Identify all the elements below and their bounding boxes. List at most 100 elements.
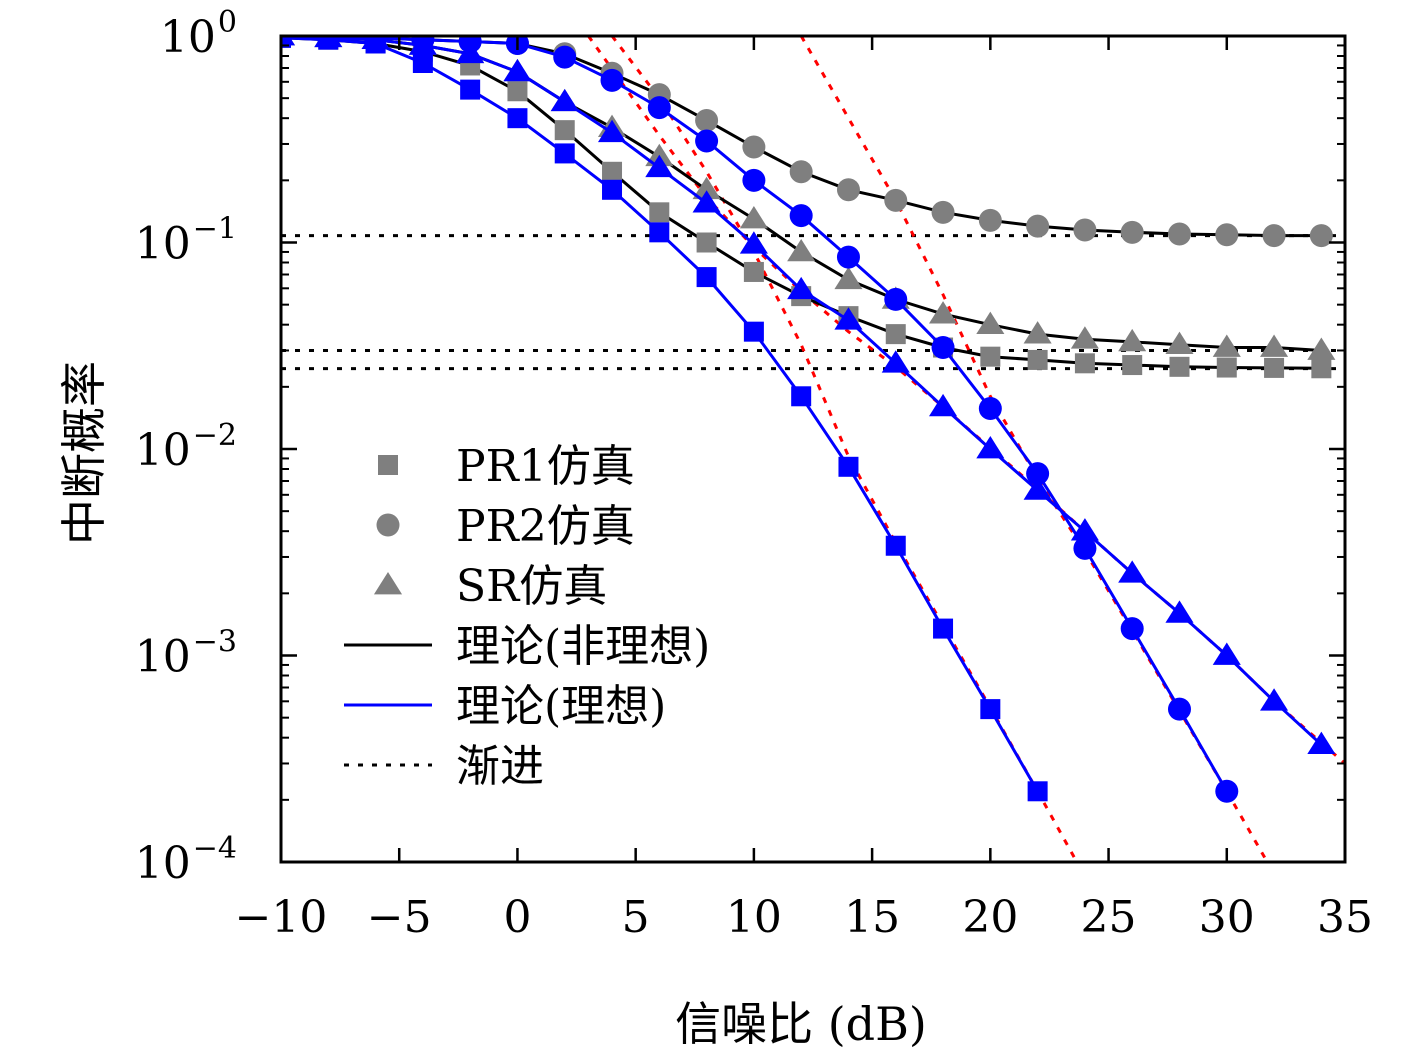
data-point <box>743 321 764 342</box>
data-point <box>1216 357 1237 378</box>
data-point <box>1073 536 1097 560</box>
y-tick-label: 10−4 <box>135 831 237 889</box>
x-tick-label: 30 <box>1199 892 1255 943</box>
data-point <box>1023 477 1052 500</box>
data-point <box>742 135 766 159</box>
legend-marker <box>373 572 403 595</box>
data-point <box>1309 224 1333 248</box>
data-point <box>600 68 624 92</box>
x-axis-label: 信噪比 (dB) <box>675 997 927 1051</box>
legend-entry: SR仿真 <box>373 561 607 612</box>
data-point <box>1120 220 1144 244</box>
x-tick-label: 5 <box>622 892 650 943</box>
data-point <box>978 397 1002 421</box>
data-point <box>791 386 812 407</box>
data-point <box>976 436 1005 459</box>
data-point <box>978 208 1002 232</box>
data-point <box>787 238 816 262</box>
data-point <box>742 168 766 192</box>
x-tick-label: −10 <box>235 892 328 943</box>
data-point <box>696 267 717 288</box>
data-point <box>884 188 908 212</box>
data-point <box>1311 358 1332 379</box>
data-point <box>550 88 579 112</box>
markers-ideal-pr2 <box>281 36 1239 803</box>
series-non-ideal-sr <box>281 36 1336 360</box>
data-point <box>836 178 860 202</box>
y-tick-exponent: 0 <box>218 5 237 40</box>
data-point <box>787 276 816 300</box>
data-point <box>507 108 528 129</box>
data-point <box>1074 353 1095 374</box>
data-point <box>695 129 719 153</box>
data-point <box>1212 642 1241 665</box>
data-point <box>836 245 860 269</box>
data-point <box>980 346 1001 367</box>
data-point <box>412 53 433 74</box>
data-point <box>692 190 721 213</box>
plot-area <box>281 36 1345 862</box>
data-point <box>503 58 532 82</box>
x-tick-label: 20 <box>962 892 1018 943</box>
data-point <box>1026 462 1050 486</box>
legend-label: PR2仿真 <box>456 501 635 552</box>
y-tick-label: 10−1 <box>135 212 237 270</box>
data-point <box>456 40 485 64</box>
legend-label: 理论(非理想) <box>456 621 710 672</box>
legend-label: SR仿真 <box>456 561 607 612</box>
legend-label: PR1仿真 <box>456 441 635 492</box>
markers-ideal-sr <box>281 36 1336 755</box>
data-point <box>696 232 717 253</box>
data-point <box>1260 334 1289 357</box>
data-point <box>931 200 955 224</box>
y-tick-label: 10−2 <box>135 418 237 476</box>
data-point <box>1122 355 1143 376</box>
legend-label: 理论(理想) <box>456 681 666 732</box>
data-point <box>1027 781 1048 802</box>
data-point <box>1167 697 1191 721</box>
data-point <box>1026 214 1050 238</box>
data-point <box>314 36 343 48</box>
data-point <box>361 36 390 50</box>
y-tick-exponent: −3 <box>193 625 237 660</box>
data-point <box>1307 337 1336 360</box>
legend-marker <box>378 455 398 475</box>
data-point <box>1023 321 1052 344</box>
data-point <box>980 699 1001 720</box>
data-point <box>739 205 768 229</box>
data-point <box>645 154 674 178</box>
x-tick-label: −5 <box>367 892 432 943</box>
data-point <box>647 96 671 120</box>
legend-marker <box>376 513 400 537</box>
legend-entry: 理论(理想) <box>344 681 666 732</box>
data-point <box>1215 779 1239 803</box>
legend-entry: PR2仿真 <box>376 501 635 552</box>
high-snr-asymptote-pr2 <box>799 36 1269 862</box>
data-point <box>1073 218 1097 242</box>
data-point <box>838 456 859 477</box>
data-point <box>1165 331 1194 355</box>
x-tick-label: 15 <box>844 892 900 943</box>
plot-frame <box>279 34 1347 864</box>
data-point <box>976 311 1005 335</box>
series-ideal-pr2 <box>281 36 1239 803</box>
data-point <box>1070 518 1099 541</box>
theory-line-non-ideal-pr1 <box>281 36 1322 370</box>
data-point <box>789 204 813 228</box>
data-point <box>743 261 764 282</box>
data-point <box>507 81 528 102</box>
data-point <box>1118 560 1147 583</box>
data-point <box>1262 224 1286 248</box>
data-point <box>929 393 958 417</box>
data-point <box>1165 600 1194 623</box>
markers-non-ideal-pr1 <box>281 36 1332 379</box>
markers-non-ideal-sr <box>281 36 1336 360</box>
data-point <box>881 350 910 373</box>
data-point <box>553 45 577 69</box>
y-tick-exponent: −2 <box>193 418 237 453</box>
data-point <box>1120 617 1144 641</box>
data-point <box>597 119 627 143</box>
legend-entry: 理论(非理想) <box>344 621 710 672</box>
